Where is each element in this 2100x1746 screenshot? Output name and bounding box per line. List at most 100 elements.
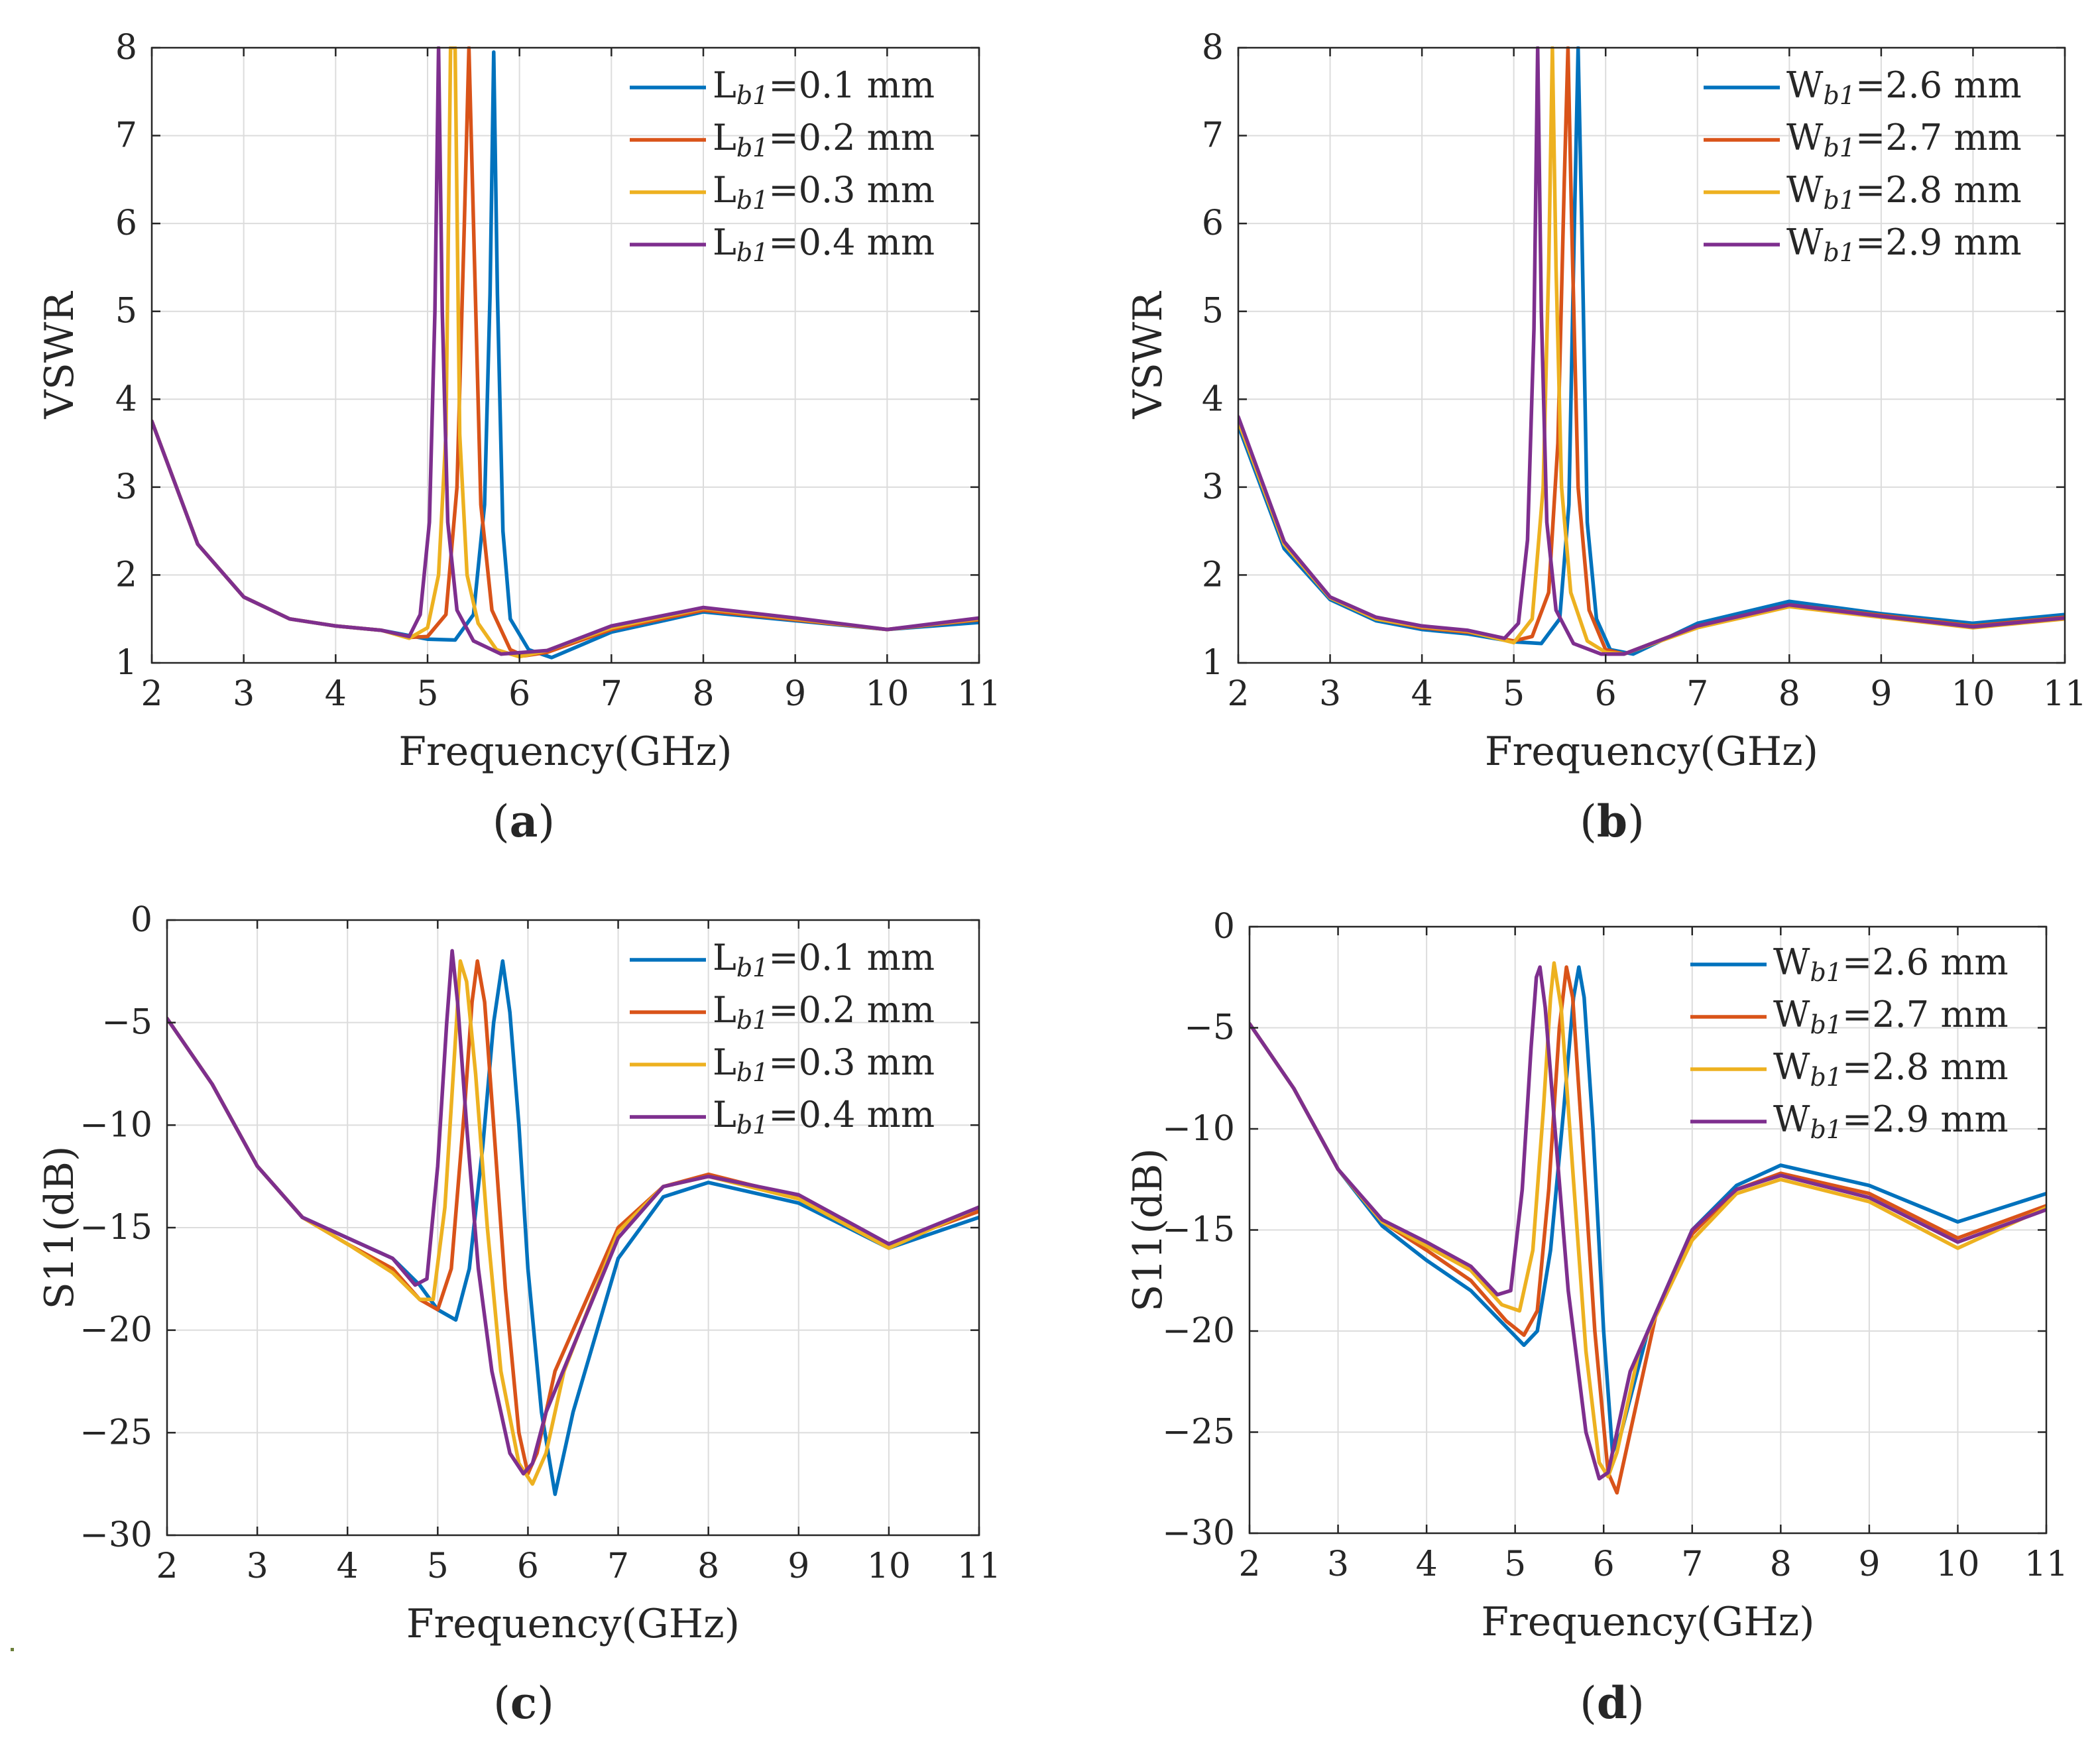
x-axis-label: Frequency(GHz) <box>1481 1599 1814 1645</box>
legend-subscript: b1 <box>736 1058 769 1087</box>
x-tick-label: 10 <box>1936 1544 1979 1584</box>
x-tick-label: 8 <box>1779 674 1800 714</box>
legend-symbol: W <box>1773 1098 1810 1140</box>
legend-entry-3: Lb1=0.3 mm <box>713 1041 935 1087</box>
panel-caption: (c) <box>493 1677 554 1729</box>
x-tick-label: 7 <box>1681 1544 1703 1584</box>
legend-entry-2: Wb1=2.7 mm <box>1773 994 2009 1039</box>
grid <box>152 48 979 663</box>
caption-letter: d <box>1597 1677 1627 1729</box>
y-tick-label: −20 <box>1162 1311 1235 1351</box>
legend-value: =0.3 mm <box>768 1041 935 1083</box>
y-tick-label: 1 <box>115 643 137 683</box>
y-tick-label: 0 <box>131 900 152 940</box>
x-tick-label: 9 <box>1858 1544 1880 1584</box>
x-tick-label: 8 <box>697 1546 719 1586</box>
y-tick-label: −25 <box>80 1413 152 1452</box>
legend-entry-1: Lb1=0.1 mm <box>713 937 935 982</box>
legend-entry-3: Wb1=2.8 mm <box>1786 169 2022 215</box>
x-tick-label: 6 <box>517 1546 539 1586</box>
legend-symbol: W <box>1773 994 1810 1035</box>
legend-subscript: b1 <box>1824 81 1856 110</box>
y-tick-label: −15 <box>1162 1210 1235 1250</box>
legend-value: =0.1 mm <box>768 937 935 978</box>
x-tick-label: 6 <box>1595 674 1617 714</box>
legend-symbol: W <box>1773 1046 1810 1088</box>
x-tick-label: 6 <box>508 674 530 714</box>
x-tick-label: 5 <box>416 674 438 714</box>
x-tick-label: 2 <box>141 674 162 714</box>
y-tick-label: 5 <box>1202 292 1224 331</box>
legend-subscript: b1 <box>1810 1010 1843 1039</box>
x-tick-label: 11 <box>2024 1544 2068 1584</box>
y-tick-label: 8 <box>115 28 137 68</box>
grid <box>167 920 979 1535</box>
x-tick-label: 2 <box>1227 674 1249 714</box>
x-tick-label: 3 <box>1327 1544 1349 1584</box>
decorative-speck <box>11 1648 14 1651</box>
y-tick-label: 0 <box>1213 907 1235 947</box>
x-tick-label: 2 <box>156 1546 178 1586</box>
legend-value: =0.2 mm <box>768 117 935 158</box>
x-tick-label: 2 <box>1238 1544 1260 1584</box>
legend-value: =2.9 mm <box>1842 1098 2009 1140</box>
x-tick-label: 3 <box>1319 674 1341 714</box>
x-tick-label: 10 <box>1951 674 1995 714</box>
grid <box>1238 48 2065 663</box>
x-tick-label: 9 <box>784 674 806 714</box>
y-tick-label: −25 <box>1162 1413 1235 1452</box>
legend-symbol: L <box>713 221 736 263</box>
series-line-1 <box>1250 965 2046 1454</box>
chart-d: 2 3 4 5 6 7 8 9 10 11 0 −5 −10 −15 −20 −25 −30 Frequency(… <box>1125 907 2068 1729</box>
legend-entry-3: Lb1=0.3 mm <box>713 169 935 215</box>
legend-symbol: L <box>713 1041 736 1083</box>
legend-entry-4: Lb1=0.4 mm <box>713 221 935 267</box>
y-tick-label: 2 <box>1202 555 1224 595</box>
legend-entry-4: Wb1=2.9 mm <box>1786 221 2022 267</box>
series-line-3 <box>1250 961 2046 1479</box>
caption-close-paren: ) <box>538 796 555 847</box>
x-tick-label: 9 <box>788 1546 809 1586</box>
y-tick-label: 7 <box>1202 116 1224 156</box>
legend-subscript: b1 <box>736 953 769 982</box>
legend-symbol: L <box>713 989 736 1031</box>
series-line-4 <box>152 46 979 656</box>
legend-subscript: b1 <box>736 133 769 162</box>
legend-subscript: b1 <box>736 1110 769 1139</box>
legend-entry-1: Lb1=0.1 mm <box>713 64 935 110</box>
y-tick-label: 8 <box>1202 28 1224 68</box>
chart-b: 2 3 4 5 6 7 8 9 10 1112345678Frequency(GHz)VSWRWb… <box>1125 28 2087 847</box>
legend-entry-1: Wb1=2.6 mm <box>1786 64 2022 110</box>
legend-subscript: b1 <box>736 238 769 267</box>
legend-value: =2.8 mm <box>1855 169 2022 211</box>
series-group <box>1250 961 2046 1495</box>
legend-symbol: W <box>1786 221 1824 263</box>
x-tick-label: 11 <box>957 674 1001 714</box>
y-tick-label: −10 <box>80 1105 152 1145</box>
legend-subscript: b1 <box>736 1006 769 1035</box>
caption-open-paren: ( <box>493 1678 510 1729</box>
series-group <box>167 949 979 1496</box>
legend-subscript: b1 <box>736 186 769 215</box>
legend-subscript: b1 <box>736 81 769 110</box>
chart-a: 2 3 4 5 6 7 8 9 10 1112345678Frequency(GHz)VSWRLb… <box>36 28 1001 847</box>
y-tick-label: −10 <box>1162 1109 1235 1149</box>
x-tick-label: 7 <box>601 674 622 714</box>
caption-letter: c <box>510 1677 537 1729</box>
x-tick-label: 11 <box>2043 674 2087 714</box>
series-line-4 <box>167 949 979 1476</box>
legend-value: =2.9 mm <box>1855 221 2022 263</box>
legend-entry-1: Wb1=2.6 mm <box>1773 941 2009 987</box>
legend-entry-2: Lb1=0.2 mm <box>713 989 935 1035</box>
legend-symbol: L <box>713 937 736 978</box>
legend-symbol: W <box>1786 117 1824 158</box>
caption-letter: b <box>1597 795 1627 847</box>
y-tick-label: −30 <box>80 1515 152 1555</box>
x-tick-label: 3 <box>233 674 255 714</box>
legend-subscript: b1 <box>1810 1115 1843 1144</box>
y-tick-label: 5 <box>115 292 137 331</box>
caption-close-paren: ) <box>537 1678 554 1729</box>
